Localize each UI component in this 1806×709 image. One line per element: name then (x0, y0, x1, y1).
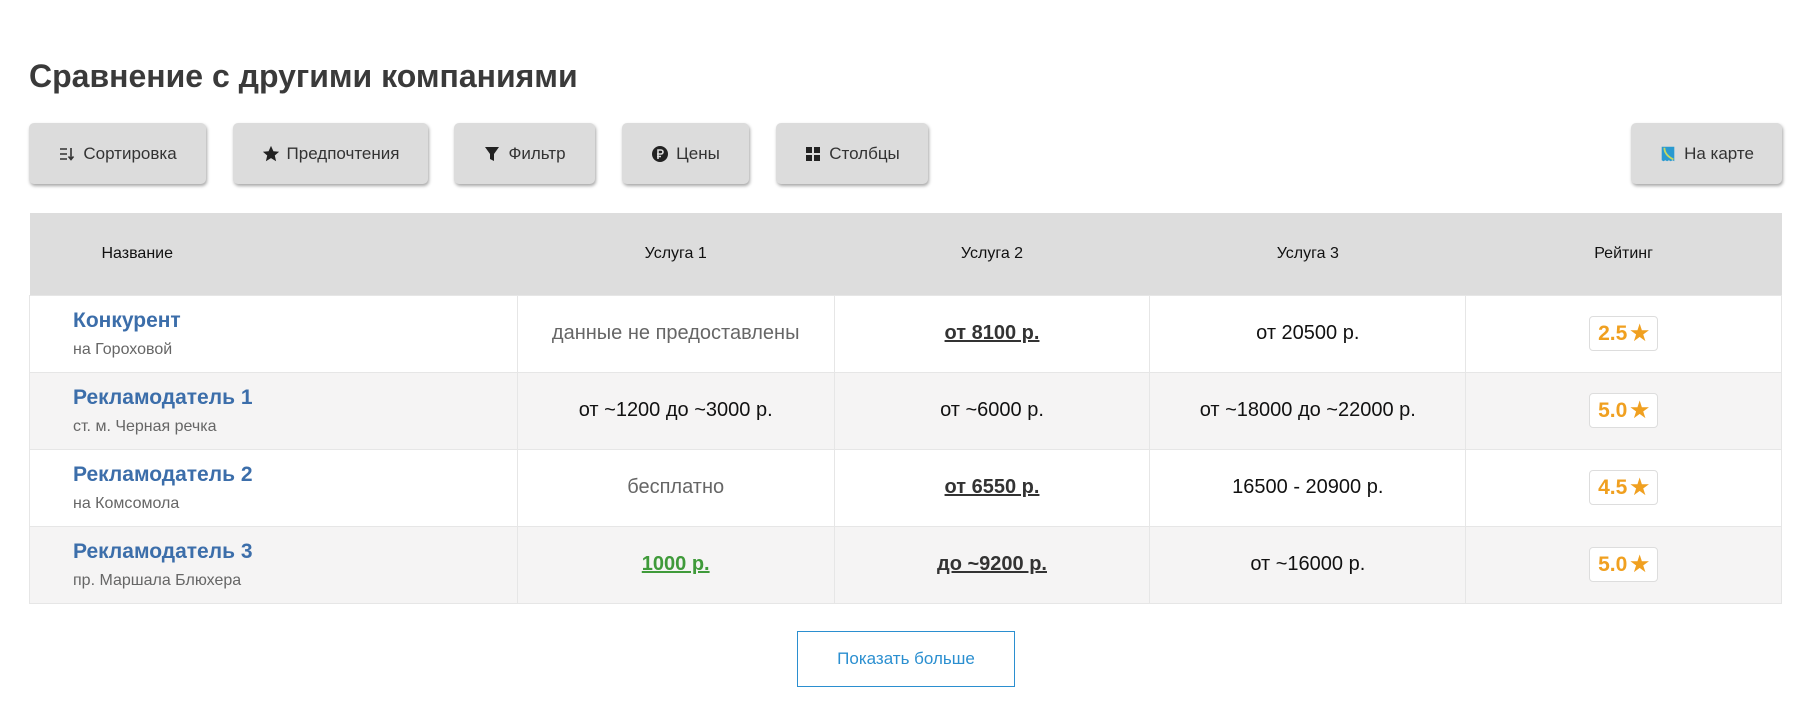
company-link[interactable]: Рекламодатель 1 (73, 385, 253, 409)
table-header: Название Услуга 1 Услуга 2 Услуга 3 Рейт… (29, 213, 1782, 295)
rating-badge: 5.0 ★ (1589, 547, 1659, 582)
star-icon: ★ (1630, 399, 1650, 422)
header-service-2[interactable]: Услуга 2 (834, 213, 1150, 295)
star-icon: ★ (1630, 322, 1650, 345)
table-row: Рекламодатель 3 пр. Маршала Блюхера 1000 … (29, 525, 1782, 604)
company-address: на Гороховой (73, 340, 173, 358)
comparison-table: Название Услуга 1 Услуга 2 Услуга 3 Рейт… (29, 213, 1782, 604)
show-more-button[interactable]: Показать больше (797, 631, 1015, 687)
map-button[interactable]: На карте (1631, 123, 1782, 184)
sort-button[interactable]: Сортировка (29, 123, 206, 184)
sort-label: Сортировка (83, 143, 177, 163)
company-address: на Комсомола (73, 494, 180, 512)
rating-value: 2.5 (1598, 321, 1628, 345)
prices-label: Цены (676, 143, 720, 163)
company-link[interactable]: Рекламодатель 2 (73, 462, 253, 486)
rating-badge: 2.5 ★ (1589, 316, 1659, 351)
preferences-button[interactable]: Предпочтения (233, 123, 428, 184)
rating-badge: 5.0 ★ (1589, 393, 1659, 428)
rating-value: 5.0 (1598, 552, 1628, 576)
columns-button[interactable]: Столбцы (776, 123, 928, 184)
filter-label: Фильтр (508, 143, 566, 163)
service-3-cell: от 20500 р. (1149, 294, 1467, 373)
service-3-cell: от ~16000 р. (1149, 525, 1467, 604)
company-address: ст. м. Черная речка (73, 417, 217, 435)
table-row: Конкурент на Гороховой данные не предоста… (29, 294, 1782, 373)
sort-icon (60, 147, 75, 161)
columns-label: Столбцы (829, 143, 900, 163)
rating-value: 5.0 (1598, 398, 1628, 422)
header-rating[interactable]: Рейтинг (1465, 213, 1782, 295)
service-1-link[interactable]: 1000 р. (641, 553, 710, 575)
rating-badge: 4.5 ★ (1589, 470, 1659, 505)
service-2-link[interactable]: от 6550 р. (944, 476, 1040, 498)
filter-button[interactable]: Фильтр (454, 123, 595, 184)
page-title: Сравнение с другими компаниями (29, 58, 578, 94)
service-2-link[interactable]: от 8100 р. (944, 322, 1040, 344)
header-service-1[interactable]: Услуга 1 (517, 213, 835, 295)
header-name[interactable]: Название (29, 213, 518, 295)
company-link[interactable]: Рекламодатель 3 (73, 539, 253, 563)
grid-icon (806, 146, 821, 161)
map-icon (1661, 146, 1675, 161)
star-icon: ★ (1630, 553, 1650, 576)
star-icon (262, 145, 279, 161)
prices-button[interactable]: Цены (622, 123, 749, 184)
service-3-cell: от ~18000 до ~22000 р. (1149, 371, 1467, 450)
star-icon: ★ (1630, 476, 1650, 499)
header-service-3[interactable]: Услуга 3 (1149, 213, 1466, 295)
service-2-cell: от ~6000 р. (833, 371, 1151, 450)
service-1-cell: данные не предоставлены (516, 294, 835, 373)
service-1-cell: от ~1200 до ~3000 р. (516, 371, 835, 450)
preferences-label: Предпочтения (286, 143, 400, 163)
service-1-cell: бесплатно (516, 448, 835, 527)
service-3-cell: 16500 - 20900 р. (1149, 448, 1467, 527)
company-address: пр. Маршала Блюхера (73, 571, 242, 589)
table-row: Рекламодатель 1 ст. м. Черная речка от ~1… (29, 371, 1782, 450)
ruble-icon (652, 145, 669, 162)
rating-value: 4.5 (1598, 475, 1628, 499)
company-link[interactable]: Конкурент (73, 308, 181, 332)
table-row: Рекламодатель 2 на Комсомола бесплатно от… (29, 448, 1782, 527)
filter-icon (485, 146, 500, 161)
map-label: На карте (1684, 143, 1754, 163)
service-2-link[interactable]: до ~9200 р. (937, 553, 1047, 575)
